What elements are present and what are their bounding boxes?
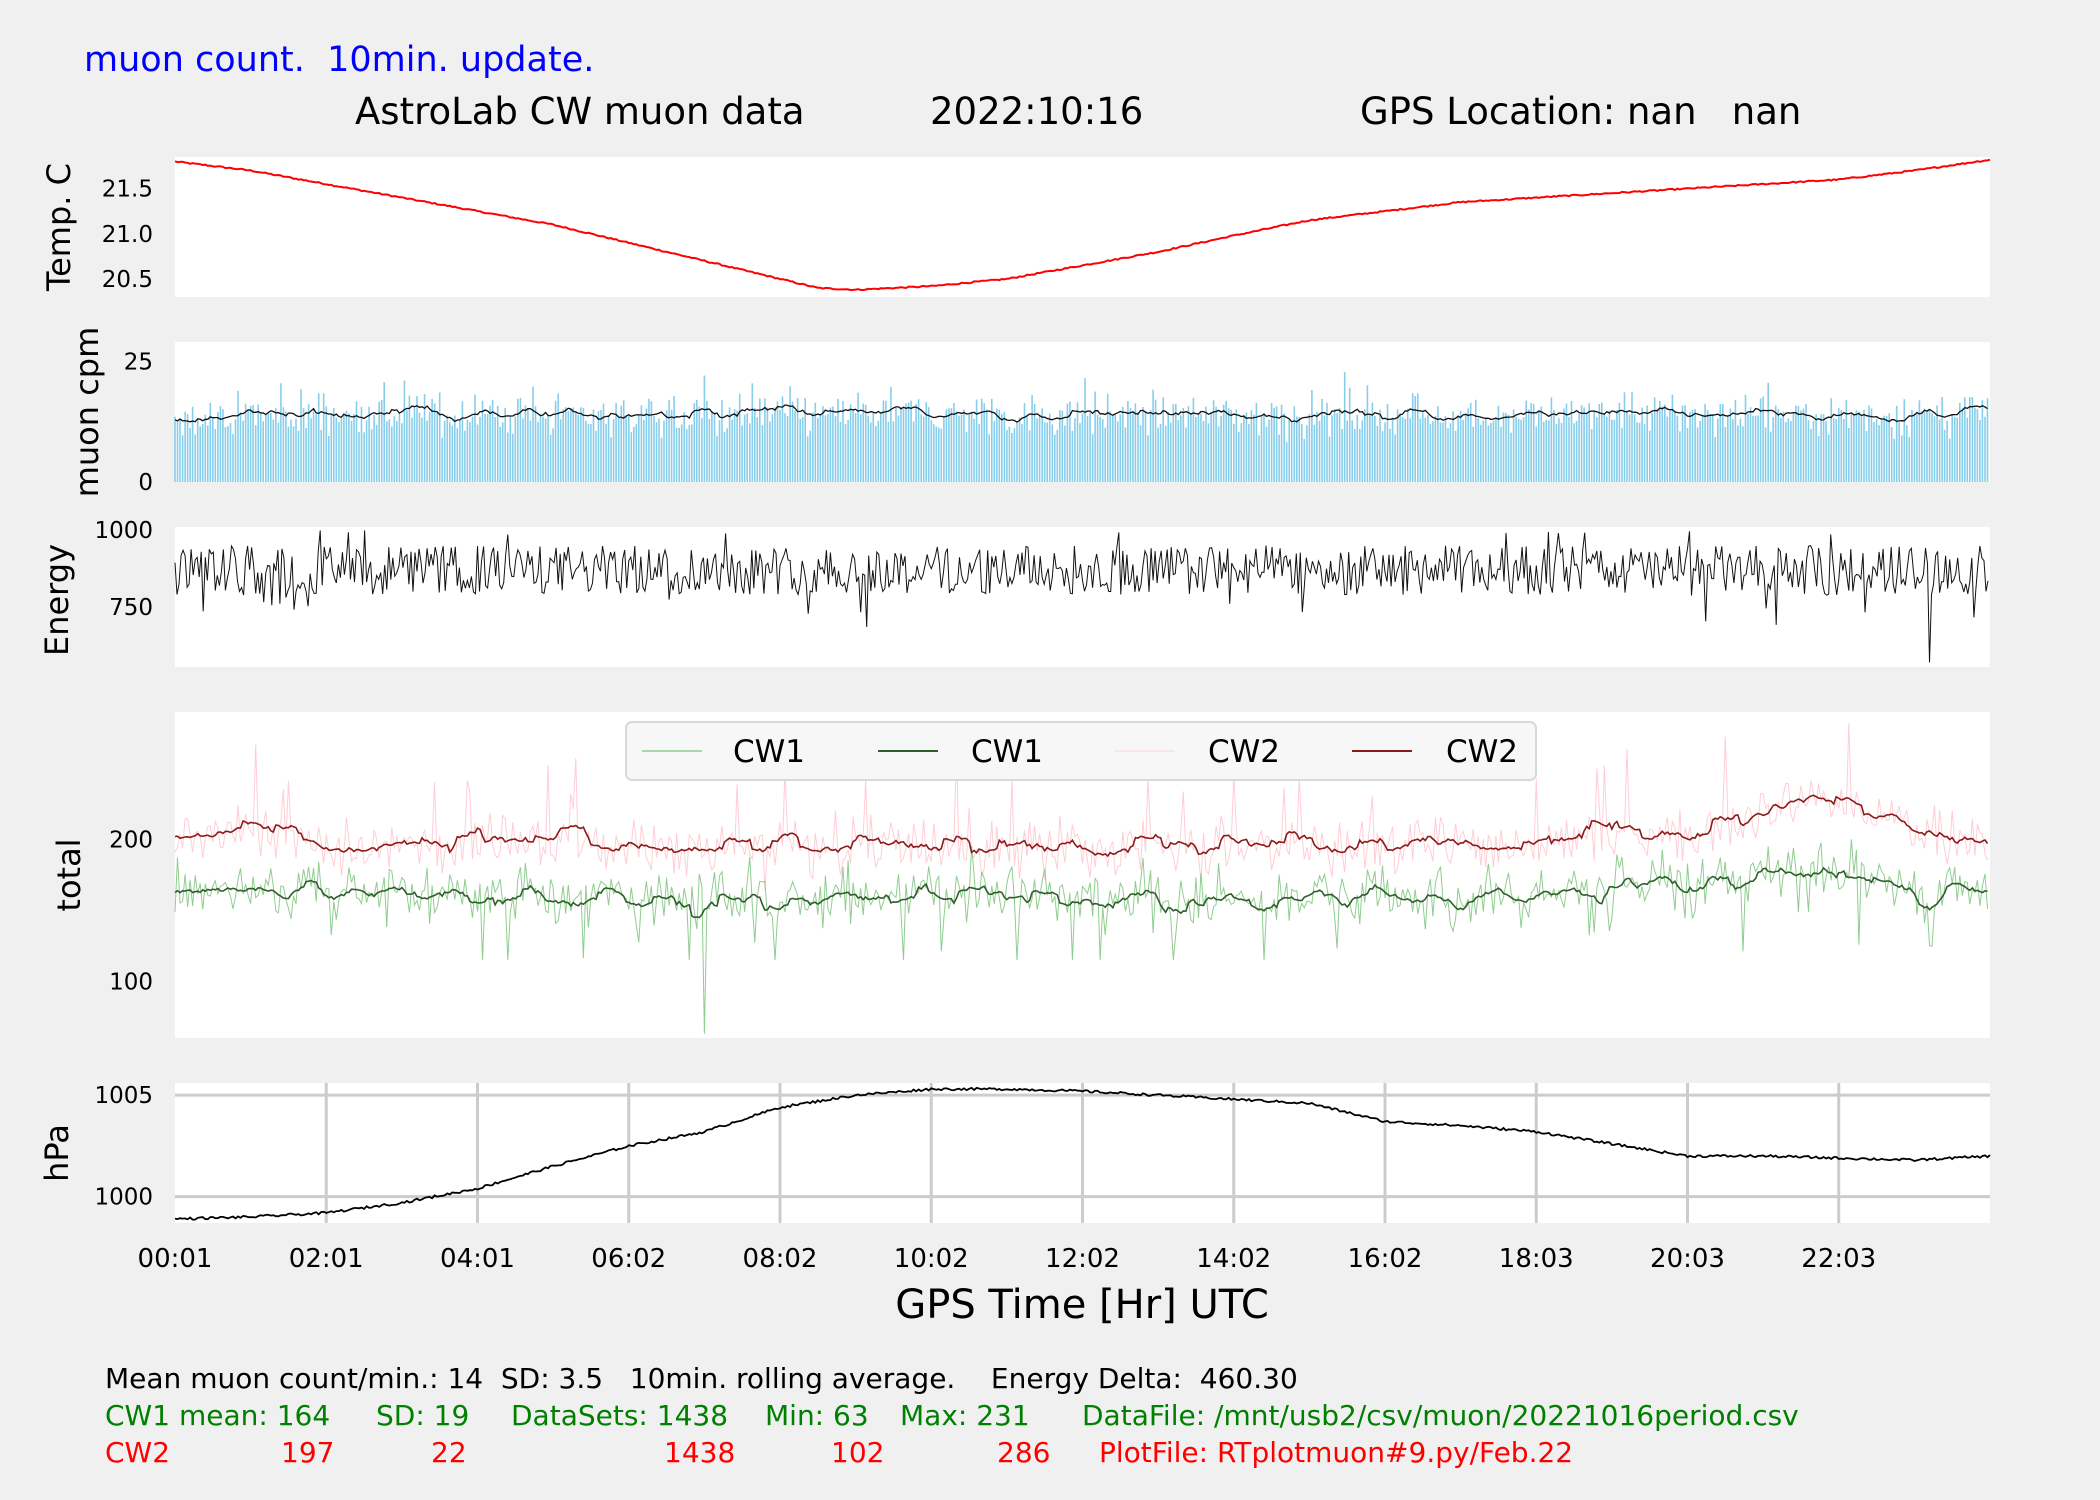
temp-panel: 20.5 21.0 21.5 Temp. C: [40, 157, 1991, 297]
temp-series-line: [174, 158, 1991, 292]
legend-label-cw2-rolling: CW2: [1446, 734, 1518, 770]
x-tick-label: 22:03: [1801, 1244, 1876, 1274]
x-tick-label: 18:03: [1499, 1244, 1574, 1274]
energy-series-line: [174, 530, 1989, 663]
x-axis-label: GPS Time [Hr] UTC: [895, 1282, 1269, 1328]
y-tick-label: 20.5: [102, 267, 153, 293]
cw2-raw-line: [174, 723, 1988, 890]
x-tick-label: 08:02: [743, 1244, 818, 1274]
gps-location: GPS Location: nan nan: [1360, 90, 1802, 133]
temp-ylabel: Temp. C: [40, 163, 78, 292]
stats-main: Mean muon count/min.: 14 SD: 3.5 10min. …: [105, 1362, 1298, 1395]
cpm-rolling-average-line: [174, 404, 1988, 423]
cw2-min: 102: [831, 1436, 885, 1469]
legend-label-cw1-raw: CW1: [733, 734, 805, 770]
cw2-sd: 22: [431, 1436, 467, 1469]
cw2-mean: 197: [281, 1436, 335, 1469]
legend-label-cw1-rolling: CW1: [971, 734, 1043, 770]
cpm-ylabel: muon cpm: [68, 327, 106, 498]
y-tick-label: 21.5: [102, 177, 153, 203]
cw2-label: CW2: [105, 1436, 171, 1469]
cw1-min: Min: 63: [765, 1399, 869, 1432]
y-tick-label: 25: [124, 349, 153, 375]
y-tick-label: 750: [109, 595, 153, 621]
y-tick-label: 0: [138, 470, 153, 496]
x-tick-label: 16:02: [1348, 1244, 1423, 1274]
cw2-max: 286: [997, 1436, 1051, 1469]
energy-plot-area: [175, 527, 1990, 667]
energy-ylabel: Energy: [38, 544, 76, 656]
legend-box: [625, 721, 1537, 781]
cpm-panel: 0 25 muon cpm: [68, 327, 1990, 498]
energy-panel: 750 1000 Energy: [38, 518, 1990, 667]
x-tick-label: 06:02: [591, 1244, 666, 1274]
x-tick-label: 14:02: [1196, 1244, 1271, 1274]
x-tick-label: 20:03: [1650, 1244, 1725, 1274]
x-tick-label: 10:02: [894, 1244, 969, 1274]
cw1-sd: SD: 19: [376, 1399, 470, 1432]
pressure-ylabel: hPa: [38, 1124, 76, 1182]
pressure-series-line: [174, 1086, 1991, 1221]
cw2-datasets: 1438: [664, 1436, 736, 1469]
plotfile-name: PlotFile: RTplotmuon#9.py/Feb.22: [1099, 1436, 1574, 1469]
legend-label-cw2-raw: CW2: [1208, 734, 1280, 770]
cw1-rolling-line: [174, 866, 1988, 919]
legend: CW1 CW1 CW2 CW2: [625, 721, 1537, 781]
total-ylabel: total: [50, 838, 88, 911]
y-tick-label: 200: [109, 828, 153, 854]
x-tick-label: 04:01: [440, 1244, 515, 1274]
x-tick-label: 02:01: [289, 1244, 364, 1274]
cw2-rolling-line: [174, 794, 1989, 858]
update-note: muon count. 10min. update.: [84, 40, 595, 80]
y-tick-label: 1000: [94, 1185, 153, 1211]
y-tick-label: 1000: [94, 518, 153, 544]
cw1-max: Max: 231: [900, 1399, 1030, 1432]
y-tick-label: 21.0: [102, 222, 153, 248]
datafile-path: DataFile: /mnt/usb2/csv/muon/20221016per…: [1082, 1399, 1799, 1432]
cw1-datasets: DataSets: 1438: [511, 1399, 729, 1432]
data-date: 2022:10:16: [930, 90, 1144, 133]
x-tick-label: 00:01: [138, 1244, 213, 1274]
x-tick-label: 12:02: [1045, 1244, 1120, 1274]
temp-plot-area: [175, 157, 1990, 297]
cw1-mean: CW1 mean: 164: [105, 1399, 331, 1432]
y-tick-label: 100: [109, 969, 153, 995]
total-panel: 100 200 total CW1 CW1 CW2 CW2: [50, 712, 1990, 1038]
station-title: AstroLab CW muon data: [355, 90, 805, 133]
cpm-bars: [174, 372, 1989, 482]
pressure-panel: 1000 1005 00:01 02:01 04:01 06:02 08:02 10:02 1…: [38, 1083, 1991, 1328]
y-tick-label: 1005: [94, 1083, 153, 1109]
